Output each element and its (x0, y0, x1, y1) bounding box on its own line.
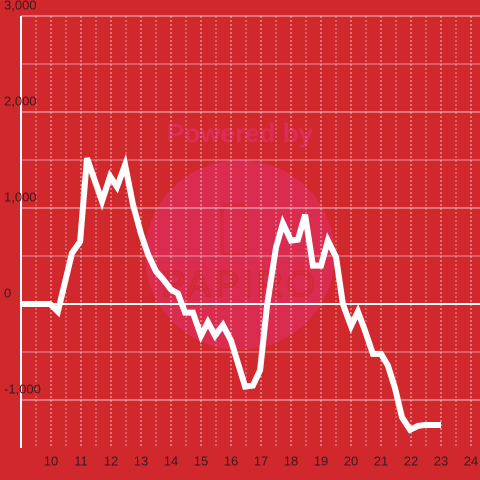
x-tick-label: 18 (284, 453, 298, 468)
x-tick-label: 23 (434, 453, 448, 468)
x-tick-label: 19 (314, 453, 328, 468)
x-tick-label: 10 (44, 453, 58, 468)
y-tick-label: 0 (4, 285, 11, 300)
y-tick-label: 3,000 (4, 0, 37, 12)
watermark-bottom: PAPIRO (161, 264, 318, 305)
x-tick-label: 16 (224, 453, 238, 468)
y-tick-label: 2,000 (4, 93, 37, 108)
x-tick-label: 13 (134, 453, 148, 468)
x-tick-label: 22 (404, 453, 418, 468)
x-tick-label: 17 (254, 453, 268, 468)
line-series (21, 153, 441, 434)
x-tick-label: 14 (164, 453, 178, 468)
x-tick-label: 24 (464, 453, 478, 468)
x-tick-label: 21 (374, 453, 388, 468)
watermark-top: Powered by (167, 118, 313, 148)
y-tick-label: -1,000 (4, 381, 41, 396)
x-tick-label: 20 (344, 453, 358, 468)
x-tick-label: 15 (194, 453, 208, 468)
x-tick-label: 11 (74, 453, 88, 468)
y-tick-label: 1,000 (4, 189, 37, 204)
x-tick-label: 12 (104, 453, 118, 468)
